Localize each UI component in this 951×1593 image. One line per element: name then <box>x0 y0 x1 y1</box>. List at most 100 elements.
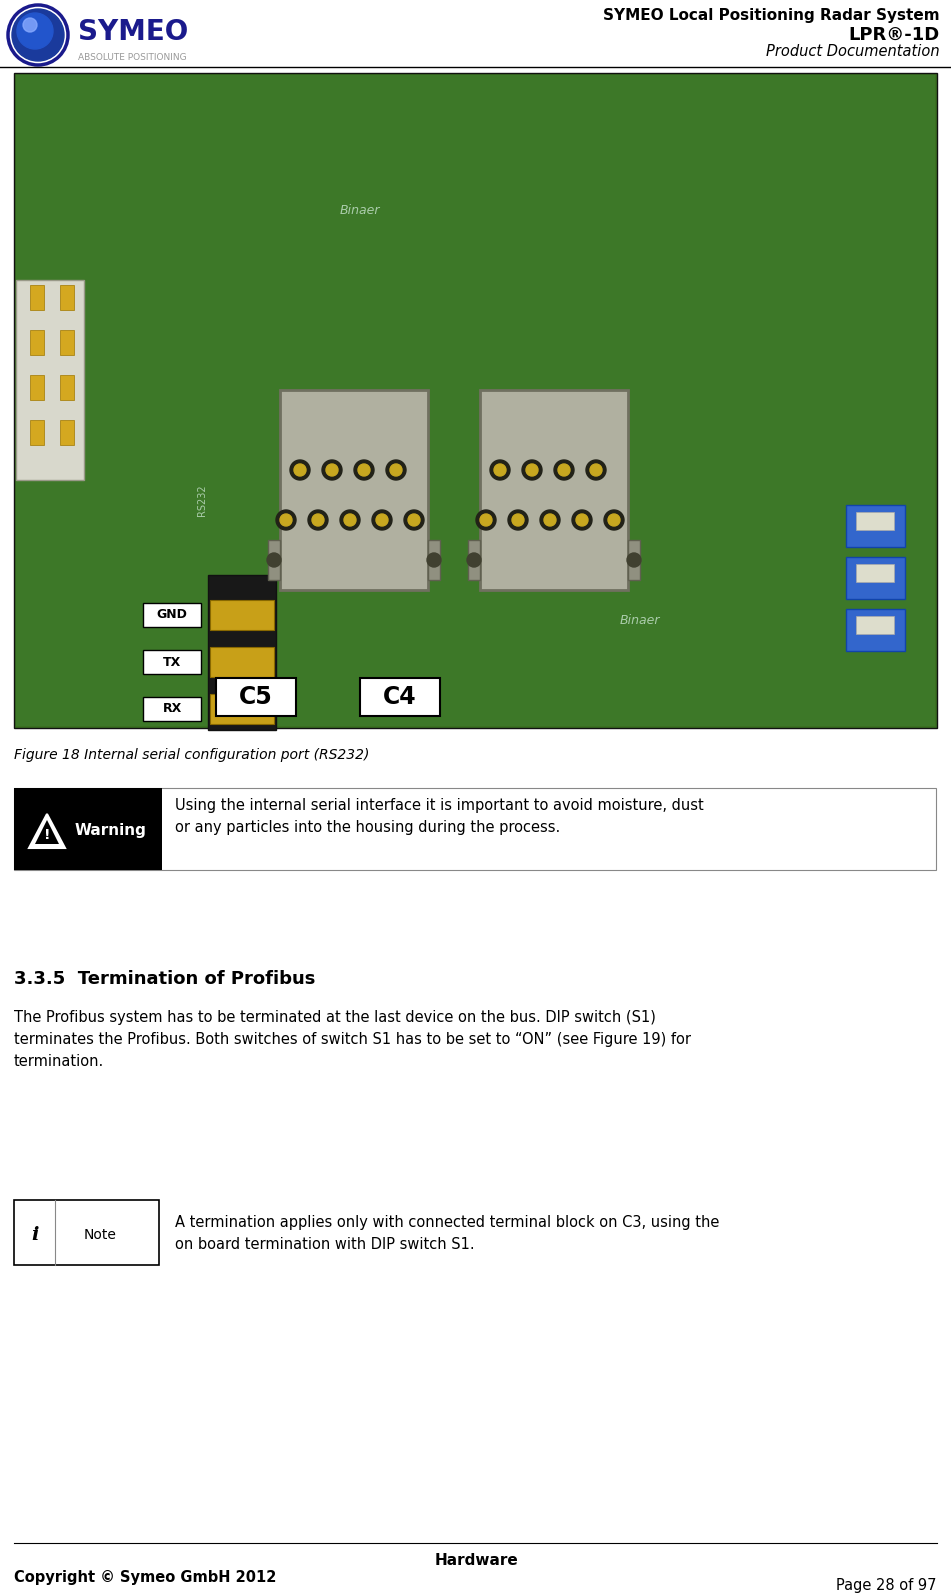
Bar <box>30 285 44 311</box>
FancyBboxPatch shape <box>210 647 274 677</box>
Circle shape <box>604 510 624 530</box>
FancyBboxPatch shape <box>216 679 296 715</box>
Text: Binaer: Binaer <box>620 613 660 626</box>
Circle shape <box>576 515 588 526</box>
Circle shape <box>280 515 292 526</box>
Text: Binaer: Binaer <box>340 204 380 217</box>
FancyBboxPatch shape <box>210 695 274 723</box>
Circle shape <box>322 460 342 479</box>
FancyBboxPatch shape <box>856 511 894 530</box>
FancyBboxPatch shape <box>268 540 280 580</box>
Circle shape <box>427 553 441 567</box>
Circle shape <box>408 515 420 526</box>
FancyBboxPatch shape <box>360 679 440 715</box>
Circle shape <box>308 510 328 530</box>
Bar <box>60 285 74 311</box>
Text: Hardware: Hardware <box>434 1553 518 1568</box>
Text: The Profibus system has to be terminated at the last device on the bus. DIP swit: The Profibus system has to be terminated… <box>14 1010 691 1069</box>
Text: Using the internal serial interface it is important to avoid moisture, dust
or a: Using the internal serial interface it i… <box>175 798 704 835</box>
FancyBboxPatch shape <box>14 73 937 728</box>
FancyBboxPatch shape <box>14 789 936 870</box>
Text: A termination applies only with connected terminal block on C3, using the
on boa: A termination applies only with connecte… <box>175 1215 719 1252</box>
Circle shape <box>340 510 360 530</box>
Circle shape <box>354 460 374 479</box>
Text: RX: RX <box>163 703 182 715</box>
FancyBboxPatch shape <box>16 280 84 479</box>
Bar <box>60 330 74 355</box>
Text: C5: C5 <box>239 685 273 709</box>
Circle shape <box>386 460 406 479</box>
Text: GND: GND <box>157 609 187 621</box>
Text: i: i <box>31 1227 39 1244</box>
FancyBboxPatch shape <box>143 604 201 628</box>
Circle shape <box>558 464 570 476</box>
Circle shape <box>312 515 324 526</box>
Polygon shape <box>29 814 65 847</box>
Text: 3.3.5  Termination of Profibus: 3.3.5 Termination of Profibus <box>14 970 316 988</box>
FancyBboxPatch shape <box>846 505 905 546</box>
Circle shape <box>480 515 492 526</box>
FancyBboxPatch shape <box>856 564 894 581</box>
Text: ABSOLUTE POSITIONING: ABSOLUTE POSITIONING <box>78 53 186 62</box>
FancyBboxPatch shape <box>143 650 201 674</box>
Circle shape <box>490 460 510 479</box>
Text: Figure 18 Internal serial configuration port (RS232): Figure 18 Internal serial configuration … <box>14 749 369 761</box>
Circle shape <box>554 460 574 479</box>
Circle shape <box>512 515 524 526</box>
Circle shape <box>390 464 402 476</box>
Circle shape <box>467 553 481 567</box>
Text: Product Documentation: Product Documentation <box>767 45 940 59</box>
FancyBboxPatch shape <box>480 390 628 589</box>
Circle shape <box>476 510 496 530</box>
Text: Page 28 of 97: Page 28 of 97 <box>837 1579 937 1593</box>
FancyBboxPatch shape <box>14 1200 159 1265</box>
Text: TX: TX <box>163 655 181 669</box>
Circle shape <box>376 515 388 526</box>
Text: C4: C4 <box>383 685 417 709</box>
FancyBboxPatch shape <box>846 609 905 652</box>
Text: Note: Note <box>84 1228 116 1243</box>
Circle shape <box>12 10 64 61</box>
Circle shape <box>276 510 296 530</box>
Text: SYMEO Local Positioning Radar System: SYMEO Local Positioning Radar System <box>603 8 940 22</box>
Circle shape <box>508 510 528 530</box>
Circle shape <box>326 464 338 476</box>
Circle shape <box>372 510 392 530</box>
FancyBboxPatch shape <box>208 575 276 730</box>
FancyBboxPatch shape <box>280 390 428 589</box>
FancyBboxPatch shape <box>856 616 894 634</box>
Circle shape <box>627 553 641 567</box>
Circle shape <box>17 13 53 49</box>
Circle shape <box>290 460 310 479</box>
FancyBboxPatch shape <box>14 789 162 870</box>
Circle shape <box>358 464 370 476</box>
Bar <box>30 330 44 355</box>
Circle shape <box>572 510 592 530</box>
Circle shape <box>344 515 356 526</box>
Bar <box>60 374 74 400</box>
Text: !: ! <box>44 828 50 843</box>
FancyBboxPatch shape <box>428 540 440 580</box>
Circle shape <box>526 464 538 476</box>
Circle shape <box>540 510 560 530</box>
Circle shape <box>544 515 556 526</box>
Circle shape <box>23 18 37 32</box>
FancyBboxPatch shape <box>16 75 935 726</box>
FancyBboxPatch shape <box>846 558 905 599</box>
Bar <box>30 421 44 444</box>
FancyBboxPatch shape <box>143 698 201 722</box>
FancyBboxPatch shape <box>468 540 480 580</box>
Polygon shape <box>35 820 59 844</box>
Text: LPR®-1D: LPR®-1D <box>848 25 940 45</box>
Circle shape <box>294 464 306 476</box>
Circle shape <box>267 553 281 567</box>
Circle shape <box>404 510 424 530</box>
Circle shape <box>608 515 620 526</box>
FancyBboxPatch shape <box>210 601 274 629</box>
Circle shape <box>586 460 606 479</box>
Text: RS232: RS232 <box>197 484 207 516</box>
Bar <box>30 374 44 400</box>
Text: Copyright © Symeo GmbH 2012: Copyright © Symeo GmbH 2012 <box>14 1571 277 1585</box>
Circle shape <box>522 460 542 479</box>
Circle shape <box>590 464 602 476</box>
